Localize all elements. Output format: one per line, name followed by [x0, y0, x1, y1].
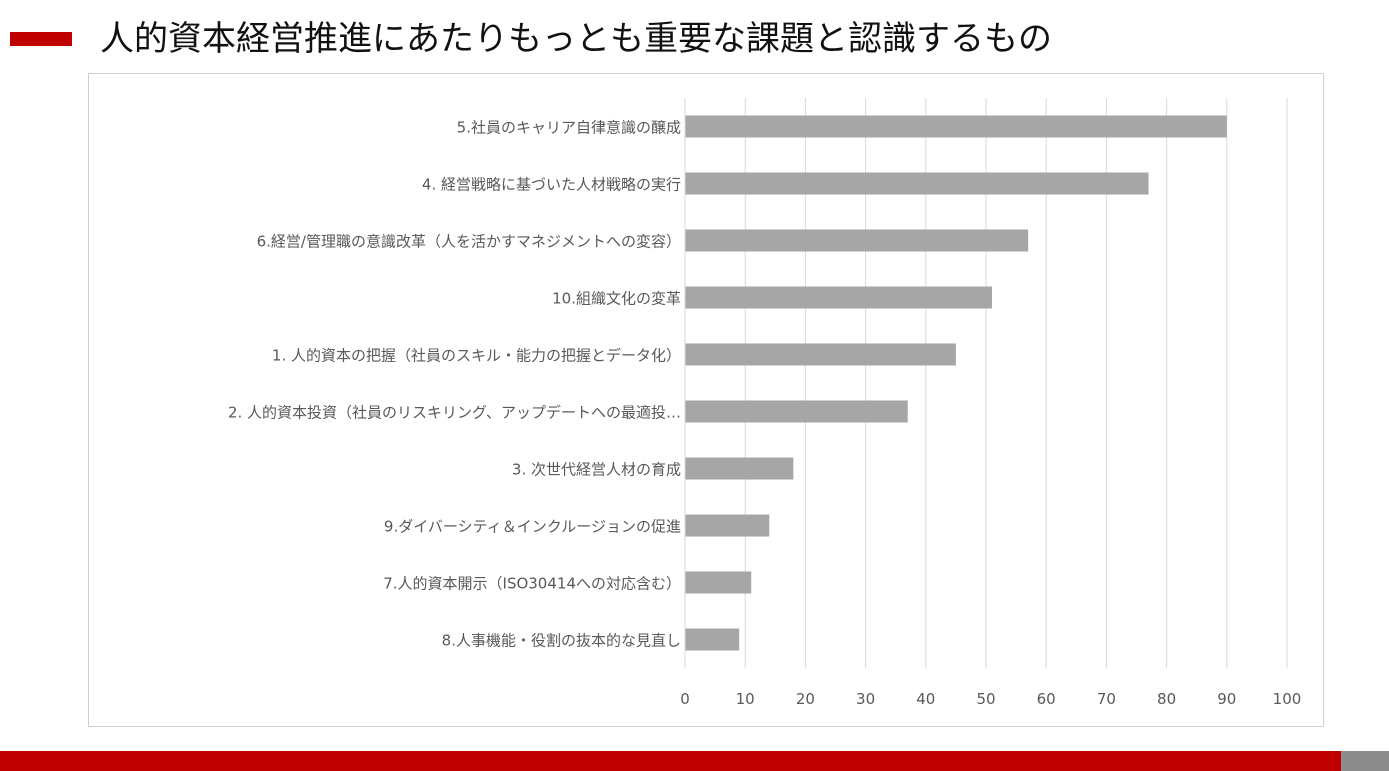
category-label: 8.人事機能・役割の抜本的な見直し	[442, 632, 681, 650]
page-title: 人的資本経営推進にあたりもっとも重要な課題と認識するもの	[100, 19, 1052, 59]
bar-1	[685, 115, 1227, 138]
x-tick-label: 100	[1273, 690, 1302, 708]
bar-10	[685, 628, 740, 651]
category-label: 5.社員のキャリア自律意識の醸成	[457, 119, 681, 137]
chart-frame: 0 10 20 30 40 50 60 70 80 90 100 5.社員のキャリア自律意識の醸成 4.…	[88, 73, 1324, 727]
x-tick-label: 70	[1097, 690, 1116, 708]
category-label: 3. 次世代経営人材の育成	[512, 461, 681, 479]
title-accent-bar	[10, 32, 72, 46]
x-tick-label: 0	[680, 690, 690, 708]
category-label: 10.組織文化の変革	[552, 290, 681, 308]
footer-gray-bar	[1341, 751, 1389, 771]
x-tick-label: 80	[1157, 690, 1176, 708]
x-tick-label: 90	[1217, 690, 1236, 708]
category-label: 4. 経営戦略に基づいた人材戦略の実行	[422, 176, 681, 194]
bar-9	[685, 571, 752, 594]
bar-chart: 0 10 20 30 40 50 60 70 80 90 100 5.社員のキャリア自律意識の醸成 4.…	[228, 98, 1302, 708]
bar-8	[685, 514, 770, 537]
footer-accent-bar	[0, 751, 1341, 771]
category-label: 6.経営/管理職の意識改革（人を活かすマネジメントへの変容）	[257, 233, 681, 251]
x-tick-label: 20	[796, 690, 815, 708]
bar-7	[685, 457, 794, 480]
x-tick-label: 60	[1037, 690, 1056, 708]
category-label: 2. 人的資本投資（社員のリスキリング、アップデートへの最適投…	[228, 404, 681, 422]
category-label: 1. 人的資本の把握（社員のスキル・能力の把握とデータ化）	[272, 347, 681, 365]
category-label: 7.人的資本開示（ISO30414への対応含む）	[383, 575, 681, 593]
bar-5	[685, 343, 956, 366]
x-tick-label: 50	[976, 690, 995, 708]
bar-3	[685, 229, 1029, 252]
x-tick-label: 30	[856, 690, 875, 708]
category-label: 9.ダイバーシティ＆インクルージョンの促進	[384, 518, 681, 536]
bar-4	[685, 286, 993, 309]
x-tick-label: 40	[916, 690, 935, 708]
x-tick-label: 10	[736, 690, 755, 708]
bar-2	[685, 172, 1149, 195]
bar-6	[685, 400, 908, 423]
